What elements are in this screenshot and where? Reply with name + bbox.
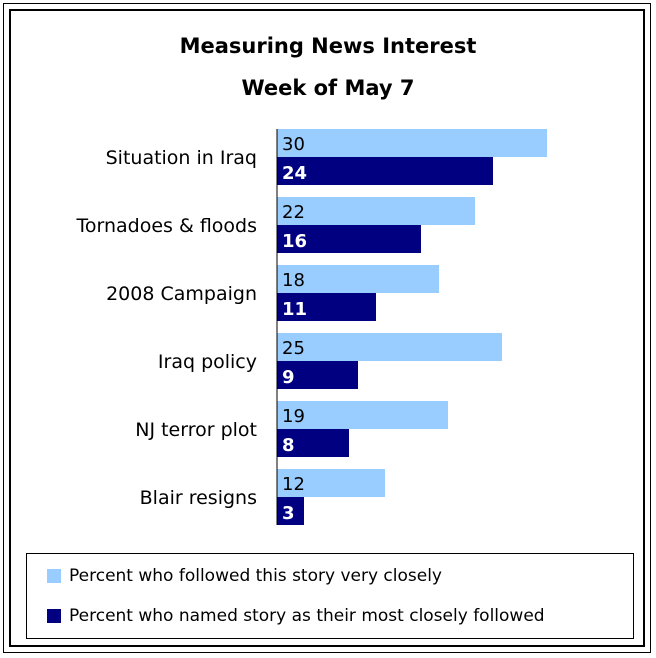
chart-legend: Percent who followed this story very clo… [26,553,634,639]
bar-very-closely-situation-in-iraq [277,129,547,157]
value-label-most-closely-nj-terror-plot: 8 [282,435,295,456]
value-label-very-closely-tornadoes-floods: 22 [282,202,305,223]
legend-swatch-most-closely [47,609,61,623]
legend-label-very-closely: Percent who followed this story very clo… [69,566,442,586]
bar-most-closely-blair-resigns [277,497,304,525]
chart-subtitle: Week of May 7 [241,76,415,100]
chart-frame-inner [9,9,645,647]
value-label-very-closely-nj-terror-plot: 19 [282,406,305,427]
bar-most-closely-2008-campaign [277,293,376,321]
category-label-2008-campaign: 2008 Campaign [106,283,257,305]
category-label-iraq-policy: Iraq policy [158,351,257,373]
chart-frame-outer [3,3,651,653]
category-label-blair-resigns: Blair resigns [140,487,257,509]
bar-most-closely-iraq-policy [277,361,358,389]
bar-most-closely-nj-terror-plot [277,429,349,457]
bar-most-closely-tornadoes-floods [277,225,421,253]
category-label-nj-terror-plot: NJ terror plot [135,419,257,441]
value-label-very-closely-blair-resigns: 12 [282,474,305,495]
value-label-most-closely-blair-resigns: 3 [282,503,295,524]
category-label-tornadoes-floods: Tornadoes & floods [75,215,257,237]
bar-very-closely-iraq-policy [277,333,502,361]
legend-swatch-very-closely [47,569,61,583]
chart-title: Measuring News Interest [179,34,477,58]
value-label-very-closely-situation-in-iraq: 30 [282,134,305,155]
bar-very-closely-2008-campaign [277,265,439,293]
bar-very-closely-nj-terror-plot [277,401,448,429]
value-label-most-closely-tornadoes-floods: 16 [282,231,307,252]
value-label-most-closely-2008-campaign: 11 [282,299,307,320]
category-label-situation-in-iraq: Situation in Iraq [106,147,257,169]
value-label-very-closely-iraq-policy: 25 [282,338,305,359]
legend-item-most-closely: Percent who named story as their most cl… [47,606,545,626]
legend-label-most-closely: Percent who named story as their most cl… [69,606,545,626]
value-label-most-closely-situation-in-iraq: 24 [282,163,307,184]
bar-very-closely-tornadoes-floods [277,197,475,225]
bar-very-closely-blair-resigns [277,469,385,497]
value-label-most-closely-iraq-policy: 9 [282,367,295,388]
legend-item-very-closely: Percent who followed this story very clo… [47,566,442,586]
bar-most-closely-situation-in-iraq [277,157,493,185]
value-label-very-closely-2008-campaign: 18 [282,270,305,291]
